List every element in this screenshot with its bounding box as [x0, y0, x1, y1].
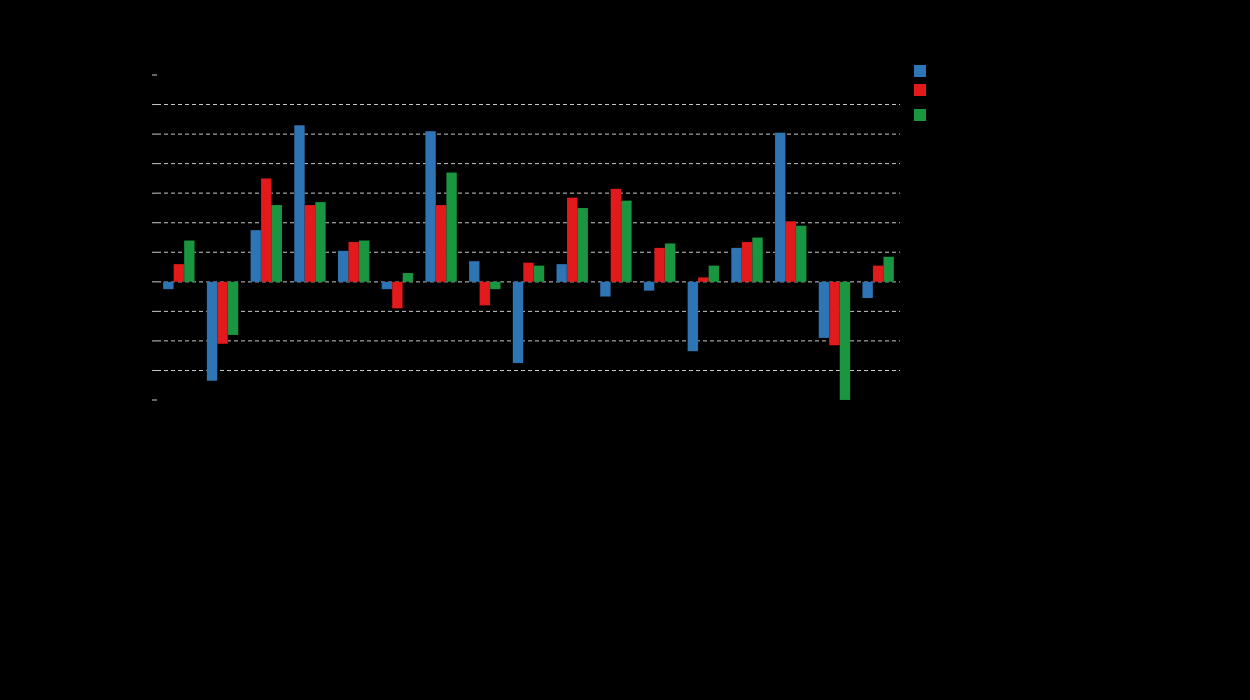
bar-group — [818, 281, 851, 401]
bar — [260, 178, 272, 283]
bar — [468, 260, 480, 283]
bar-group — [337, 240, 370, 283]
bar — [731, 247, 743, 283]
legend-item: Riket — [914, 108, 968, 124]
y-tick-label: -20% — [114, 334, 150, 350]
bar — [697, 277, 709, 283]
x-tick-label: Totalt — [849, 405, 888, 444]
bar-group — [599, 188, 632, 297]
bar — [785, 221, 797, 283]
y-tick-label: -40% — [114, 393, 150, 409]
bar — [556, 263, 568, 283]
bar — [173, 263, 185, 283]
legend-item: Valdemarsvik — [914, 64, 1027, 80]
y-tick-label: -30% — [114, 363, 150, 379]
bar-group — [512, 262, 545, 364]
bar — [489, 281, 501, 290]
bar — [183, 240, 195, 283]
bar — [708, 265, 720, 283]
bar — [643, 281, 655, 291]
bar — [862, 281, 874, 299]
bar — [358, 240, 370, 283]
bar — [162, 281, 174, 290]
y-tick-label: 60% — [119, 98, 150, 114]
bar — [610, 188, 622, 283]
x-tick-label: Okänt — [803, 405, 844, 446]
y-tick-label: -10% — [114, 304, 150, 320]
y-tick-label: 10% — [119, 245, 150, 261]
bar — [687, 281, 699, 352]
bar-group — [731, 237, 764, 283]
x-tick-label: Tillverknings- och utvinningsindustri — [41, 406, 232, 597]
y-tick-label: 70% — [119, 68, 150, 84]
bar — [402, 272, 414, 283]
bar — [435, 204, 447, 283]
bar — [348, 241, 360, 283]
legend-label: Östergötland — [932, 81, 1023, 99]
bar-group — [381, 272, 414, 309]
bar-group — [293, 124, 326, 283]
bar — [664, 243, 676, 283]
bar — [391, 281, 403, 309]
x-axis: Jordbruk, skogsbruk och fiskeTillverknin… — [31, 405, 888, 625]
bar — [523, 262, 534, 283]
bar — [774, 132, 786, 283]
bar — [795, 225, 807, 283]
bar — [620, 200, 632, 283]
bar — [227, 281, 239, 336]
bar — [271, 204, 283, 283]
bar-group — [250, 178, 283, 283]
bar — [337, 250, 349, 283]
bar-group — [468, 260, 501, 306]
bar-group — [643, 243, 676, 291]
bar — [566, 197, 578, 283]
bar — [293, 124, 305, 283]
y-tick-label: 50% — [119, 127, 150, 143]
bar — [883, 256, 895, 283]
bar — [250, 229, 262, 283]
bar-group — [556, 197, 589, 283]
legend-label: Riket — [932, 108, 968, 124]
y-tick-label: 20% — [119, 216, 150, 232]
bar — [512, 281, 524, 364]
bar — [752, 237, 764, 283]
bar — [381, 281, 393, 290]
bar-group — [687, 265, 720, 352]
bar — [304, 204, 316, 283]
bar — [533, 265, 545, 283]
bar — [217, 281, 229, 345]
bar — [577, 207, 589, 283]
bar — [839, 281, 851, 401]
y-tick-label: 30% — [119, 186, 150, 202]
bar — [206, 281, 218, 382]
y-tick-label: 0% — [128, 275, 150, 291]
bar-group — [862, 256, 895, 299]
bar — [425, 130, 437, 283]
bar — [599, 281, 611, 297]
bar — [872, 265, 884, 283]
legend-swatch — [914, 84, 926, 96]
bar-group — [206, 281, 239, 382]
legend-swatch — [914, 65, 926, 77]
bar — [446, 172, 458, 283]
bar-group — [425, 130, 458, 283]
bars — [162, 124, 895, 401]
bar — [741, 241, 753, 283]
legend-label: Valdemarsvik — [932, 64, 1027, 80]
y-tick-label: 40% — [119, 157, 150, 173]
bar — [654, 247, 666, 283]
bar-group — [162, 240, 195, 290]
legend-swatch — [914, 109, 926, 121]
bar — [828, 281, 840, 346]
bar — [818, 281, 830, 339]
bar-group — [774, 132, 807, 283]
y-axis: -40% -30% -20% -10% 0% 10% 20% 30% 40% 50% 60% 70% — [114, 68, 157, 409]
legend-item: Östergötland — [914, 81, 1023, 99]
bar — [479, 281, 491, 306]
bar — [314, 201, 326, 283]
